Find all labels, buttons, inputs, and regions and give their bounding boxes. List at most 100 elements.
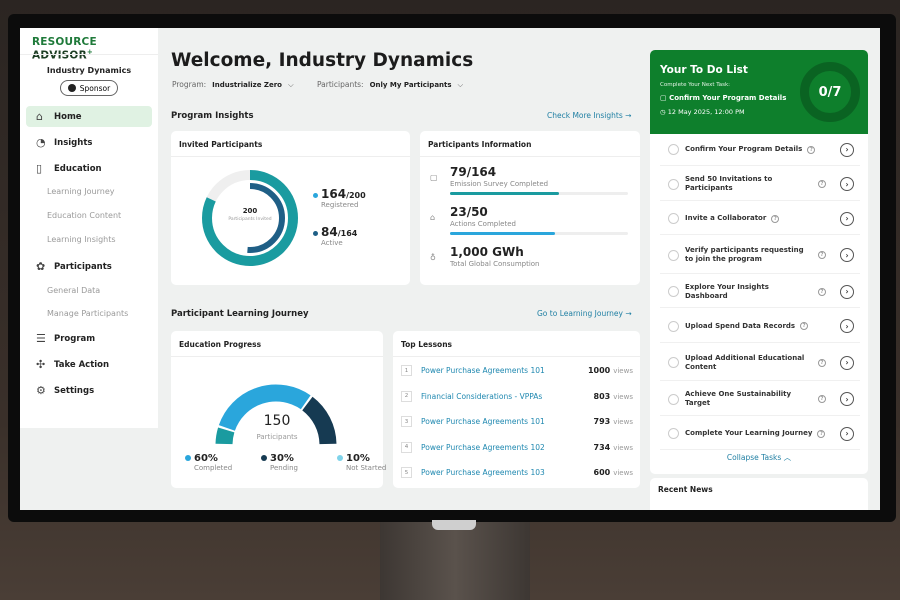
active-stat: 84/164 Active: [313, 225, 357, 247]
chevron-down-icon: ⌵: [287, 80, 294, 89]
lesson-views: 734 views: [593, 442, 633, 452]
task-checkbox[interactable]: [668, 428, 679, 439]
info-label: Emission Survey Completed: [450, 180, 549, 188]
chevron-right-circle-icon[interactable]: ›: [840, 177, 854, 191]
participants-information-card: Participants Information ▢ 79/164 Emissi…: [420, 131, 640, 285]
sidebar-item-home[interactable]: ⌂ Home: [26, 106, 152, 127]
help-icon[interactable]: ?: [817, 429, 826, 438]
top-lessons-card: Top Lessons 1 Power Purchase Agreements 1…: [393, 331, 640, 488]
info-item: ▢ 79/164 Emission Survey Completed: [430, 165, 630, 201]
sidebar-subitem[interactable]: General Data: [47, 286, 101, 295]
org-name: Industry Dynamics: [46, 66, 132, 75]
chevron-right-circle-icon[interactable]: ›: [840, 426, 854, 441]
lesson-link[interactable]: Power Purchase Agreements 103: [421, 468, 545, 477]
lesson-row: 1 Power Purchase Agreements 101 1000 views: [401, 358, 633, 383]
card-title: Top Lessons: [393, 331, 640, 357]
collapse-tasks-button[interactable]: Collapse Tasks ︿: [726, 453, 792, 462]
sidebar-item-label: Education: [54, 163, 102, 174]
sidebar-item-label: Settings: [54, 385, 95, 396]
task-checkbox[interactable]: [668, 320, 679, 332]
help-icon[interactable]: ?: [818, 358, 826, 367]
logo: RESOURCE ADVISOR+: [32, 36, 97, 62]
todo-task[interactable]: Complete Your Learning Journey? ›: [660, 418, 860, 450]
chevron-right-circle-icon[interactable]: ›: [840, 284, 854, 299]
monitor-stand: [380, 522, 530, 600]
help-icon[interactable]: ?: [818, 251, 826, 259]
help-icon[interactable]: ?: [800, 322, 809, 330]
task-checkbox[interactable]: [668, 286, 679, 297]
todo-task[interactable]: Achieve One Sustainability Target? ›: [660, 384, 860, 416]
todo-progress-ring: 0/7: [800, 62, 860, 122]
sidebar-item-label: Program: [54, 333, 96, 344]
lesson-rank: 4: [401, 441, 412, 453]
chevron-right-circle-icon[interactable]: ›: [840, 355, 854, 370]
sidebar-item-education[interactable]: ▯ Education: [26, 158, 152, 179]
lesson-rank: 1: [401, 365, 412, 376]
todo-task[interactable]: Verify participants requesting to join t…: [660, 238, 860, 274]
lesson-row: 4 Power Purchase Agreements 102 734 views: [401, 435, 633, 460]
sidebar-item-label: Participants: [54, 261, 112, 272]
todo-task[interactable]: Invite a Collaborator? ›: [660, 203, 860, 235]
invited-donut: [202, 170, 298, 266]
lesson-views: 793 views: [593, 417, 633, 426]
lesson-link[interactable]: Power Purchase Agreements 101: [421, 417, 545, 426]
chevron-right-circle-icon[interactable]: ›: [840, 211, 854, 226]
chevron-down-icon: ⌵: [457, 80, 464, 89]
sidebar-item-participants[interactable]: ✿ Participants: [26, 256, 152, 277]
chart-pie-icon: ◔: [36, 136, 46, 149]
section-title: Program Insights: [171, 111, 254, 121]
todo-task[interactable]: Upload Additional Educational Content? ›: [660, 345, 860, 381]
role-badge: Sponsor: [60, 80, 118, 96]
legend-item: 10% Not Started: [337, 453, 386, 472]
task-checkbox[interactable]: [668, 393, 679, 405]
help-icon[interactable]: ?: [807, 145, 816, 154]
sidebar-item-insights[interactable]: ◔ Insights: [26, 132, 152, 153]
chevron-right-circle-icon[interactable]: ›: [840, 248, 854, 262]
task-checkbox[interactable]: [668, 144, 679, 155]
todo-list: Confirm Your Program Details? › Send 50 In…: [650, 134, 868, 474]
sidebar-item-label: Home: [54, 111, 82, 122]
help-icon[interactable]: ?: [818, 287, 826, 296]
sidebar-item-settings[interactable]: ⚙ Settings: [26, 380, 152, 401]
program-filter[interactable]: Program: Industrialize Zero ⌵: [172, 80, 294, 89]
chevron-right-circle-icon[interactable]: ›: [840, 142, 854, 157]
info-label: Total Global Consumption: [450, 260, 540, 268]
chevron-right-circle-icon[interactable]: ›: [840, 392, 854, 406]
puzzle-icon: ✣: [36, 358, 46, 371]
sidebar-subitem[interactable]: Education Content: [47, 211, 122, 220]
task-checkbox[interactable]: [668, 249, 679, 261]
sidebar-item-program[interactable]: ☰ Program: [26, 328, 152, 349]
monitor-stand-neck: [432, 520, 476, 530]
todo-task[interactable]: Send 50 Invitations to Participants? ›: [660, 169, 860, 201]
check-more-insights-link[interactable]: Check More Insights →: [547, 111, 632, 120]
task-checkbox[interactable]: [668, 178, 679, 190]
chevron-right-circle-icon[interactable]: ›: [840, 319, 854, 333]
lesson-link[interactable]: Financial Considerations - VPPAs: [421, 391, 543, 401]
help-icon[interactable]: ?: [771, 214, 780, 223]
lesson-link[interactable]: Power Purchase Agreements 102: [421, 442, 545, 452]
sidebar-subitem[interactable]: Learning Journey: [47, 187, 115, 196]
go-to-learning-journey-link[interactable]: Go to Learning Journey →: [537, 309, 632, 318]
todo-task[interactable]: Explore Your Insights Dashboard? ›: [660, 276, 860, 308]
sidebar-item-take-action[interactable]: ✣ Take Action: [26, 354, 152, 375]
registered-stat: 164/200 Registered: [313, 187, 366, 209]
task-label: Explore Your Insights Dashboard: [685, 282, 769, 300]
todo-task[interactable]: Upload Spend Data Records? ›: [660, 311, 860, 343]
help-icon[interactable]: ?: [818, 395, 826, 403]
next-task-link[interactable]: ▢ Confirm Your Program Details: [660, 94, 787, 102]
gauge-segment-pending: [301, 396, 337, 445]
lesson-views: 600 views: [593, 468, 633, 477]
participants-filter[interactable]: Participants: Only My Participants ⌵: [317, 80, 464, 89]
lesson-link[interactable]: Power Purchase Agreements 101: [421, 366, 545, 375]
sidebar-subitem[interactable]: Learning Insights: [47, 235, 116, 244]
task-label: Achieve One Sustainability Target: [685, 390, 792, 407]
task-checkbox[interactable]: [668, 213, 679, 224]
task-label: Verify participants requesting to join t…: [685, 246, 804, 263]
info-value: 79/164: [450, 165, 497, 179]
todo-task[interactable]: Confirm Your Program Details? ›: [660, 134, 860, 166]
task-checkbox[interactable]: [668, 357, 679, 368]
sidebar-subitem[interactable]: Manage Participants: [47, 309, 129, 318]
help-icon[interactable]: ?: [818, 180, 826, 188]
task-label: Send 50 Invitations to Participants: [685, 175, 773, 192]
chevron-up-icon: ︿: [783, 453, 792, 462]
